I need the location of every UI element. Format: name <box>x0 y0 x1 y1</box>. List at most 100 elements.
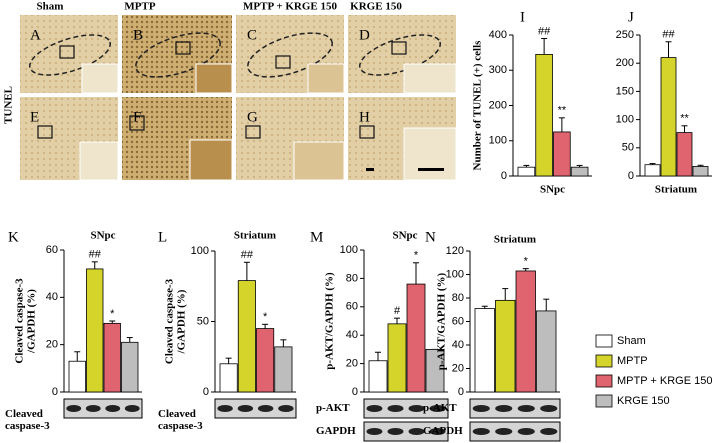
significance-mark: ** <box>680 113 689 125</box>
column-header: Sham <box>37 1 64 13</box>
blot-band <box>540 405 558 412</box>
bar <box>692 166 709 177</box>
blot-band <box>429 428 446 435</box>
inset <box>79 141 119 181</box>
blot-band <box>366 428 383 435</box>
roi-box <box>245 125 261 139</box>
blot-band <box>517 428 535 435</box>
bar <box>570 166 589 177</box>
panel-letter: G <box>247 109 258 125</box>
blot <box>214 398 297 419</box>
y-tick-label: 80 <box>346 272 358 284</box>
blot-band <box>85 405 101 412</box>
blot-band <box>540 428 558 435</box>
roi-box <box>59 45 75 59</box>
inset <box>189 139 233 181</box>
blot-band <box>495 405 513 412</box>
significance-mark: ## <box>662 29 675 41</box>
region-outline <box>29 34 111 76</box>
panel-letter: J <box>628 9 634 25</box>
y-tick-label: 0 <box>628 170 634 182</box>
panel-letter: F <box>133 109 141 125</box>
y-tick-label: 100 <box>616 114 634 126</box>
legend-swatch <box>595 394 613 408</box>
y-tick-label: 50 <box>622 142 634 154</box>
legend-swatch <box>595 374 613 388</box>
blot-label: GAPDH <box>423 425 463 437</box>
y-axis-label: /GAPDH (%) <box>176 289 188 354</box>
panel-letter: I <box>520 9 525 25</box>
blot <box>363 398 449 419</box>
bar <box>425 348 445 393</box>
blot-band <box>278 405 294 412</box>
y-tick-label: 150 <box>616 85 634 97</box>
region-outline <box>135 32 221 78</box>
y-tick-label: 100 <box>191 245 209 257</box>
y-tick-label: 400 <box>489 29 507 41</box>
inset <box>195 63 233 94</box>
inset <box>293 141 345 181</box>
blot-band <box>237 405 254 412</box>
y-axis-label: p-AKT/GAPDH (%) <box>436 272 448 370</box>
panel-letter: E <box>30 109 39 125</box>
micrograph-grid <box>20 15 457 181</box>
chart-title: Striatum <box>494 234 536 246</box>
roi-box <box>391 41 407 55</box>
bar <box>121 341 139 393</box>
y-tick-label: 50 <box>197 315 209 327</box>
blot-band <box>366 405 383 412</box>
y-tick-label: 20 <box>346 358 358 370</box>
y-tick-label: 20 <box>452 362 464 374</box>
roi-box <box>359 125 375 139</box>
bar <box>535 53 553 177</box>
panel-letter: A <box>30 27 41 43</box>
blot <box>363 421 449 442</box>
bar <box>495 299 516 393</box>
bar <box>86 268 104 393</box>
bar <box>256 328 275 393</box>
blot-label: GAPDH <box>316 425 356 437</box>
row-label: TUNEL <box>3 86 15 124</box>
bar <box>676 132 693 177</box>
bar <box>515 270 536 393</box>
blot-band <box>105 405 121 412</box>
blot-label: Cleaved <box>158 408 196 420</box>
y-tick-label: 100 <box>489 135 507 147</box>
panel-letter: H <box>359 109 370 125</box>
significance-mark: ** <box>558 105 567 117</box>
bar <box>517 166 536 177</box>
blot <box>63 398 143 419</box>
y-tick-label: 60 <box>452 315 464 327</box>
bar <box>553 131 571 177</box>
inset <box>307 63 345 94</box>
y-tick-label: 20 <box>46 339 58 351</box>
y-tick-label: 80 <box>452 292 464 304</box>
blot-band <box>66 405 82 412</box>
panel-letter: B <box>133 27 143 43</box>
blot-band <box>495 428 513 435</box>
roi-box <box>275 55 291 69</box>
chart-title: Striatum <box>234 230 276 242</box>
inset <box>403 63 457 94</box>
y-axis-label: p-AKT/GAPDH (%) <box>324 272 336 370</box>
bar <box>406 283 426 393</box>
bar <box>68 360 86 393</box>
roi-box <box>129 115 145 131</box>
significance-mark: ## <box>89 249 102 261</box>
y-tick-label: 0 <box>203 386 209 398</box>
y-tick-label: 200 <box>489 99 507 111</box>
column-header: MPTP + KRGE 150 <box>243 1 337 13</box>
y-axis-label: Cleaved caspase-3 <box>164 278 176 364</box>
blot-band <box>517 405 535 412</box>
significance-mark: ## <box>538 25 551 37</box>
y-axis-label: /GAPDH (%) <box>26 289 38 354</box>
panel-letter: C <box>247 27 257 43</box>
significance-mark: * <box>524 256 529 268</box>
panel-letter: M <box>310 229 323 245</box>
blot-label: caspase-3 <box>5 420 50 432</box>
legend-label: MPTP + KRGE 150 <box>617 375 712 387</box>
column-header: MPTP <box>124 1 155 13</box>
bar <box>644 164 661 177</box>
y-tick-label: 100 <box>340 244 358 256</box>
